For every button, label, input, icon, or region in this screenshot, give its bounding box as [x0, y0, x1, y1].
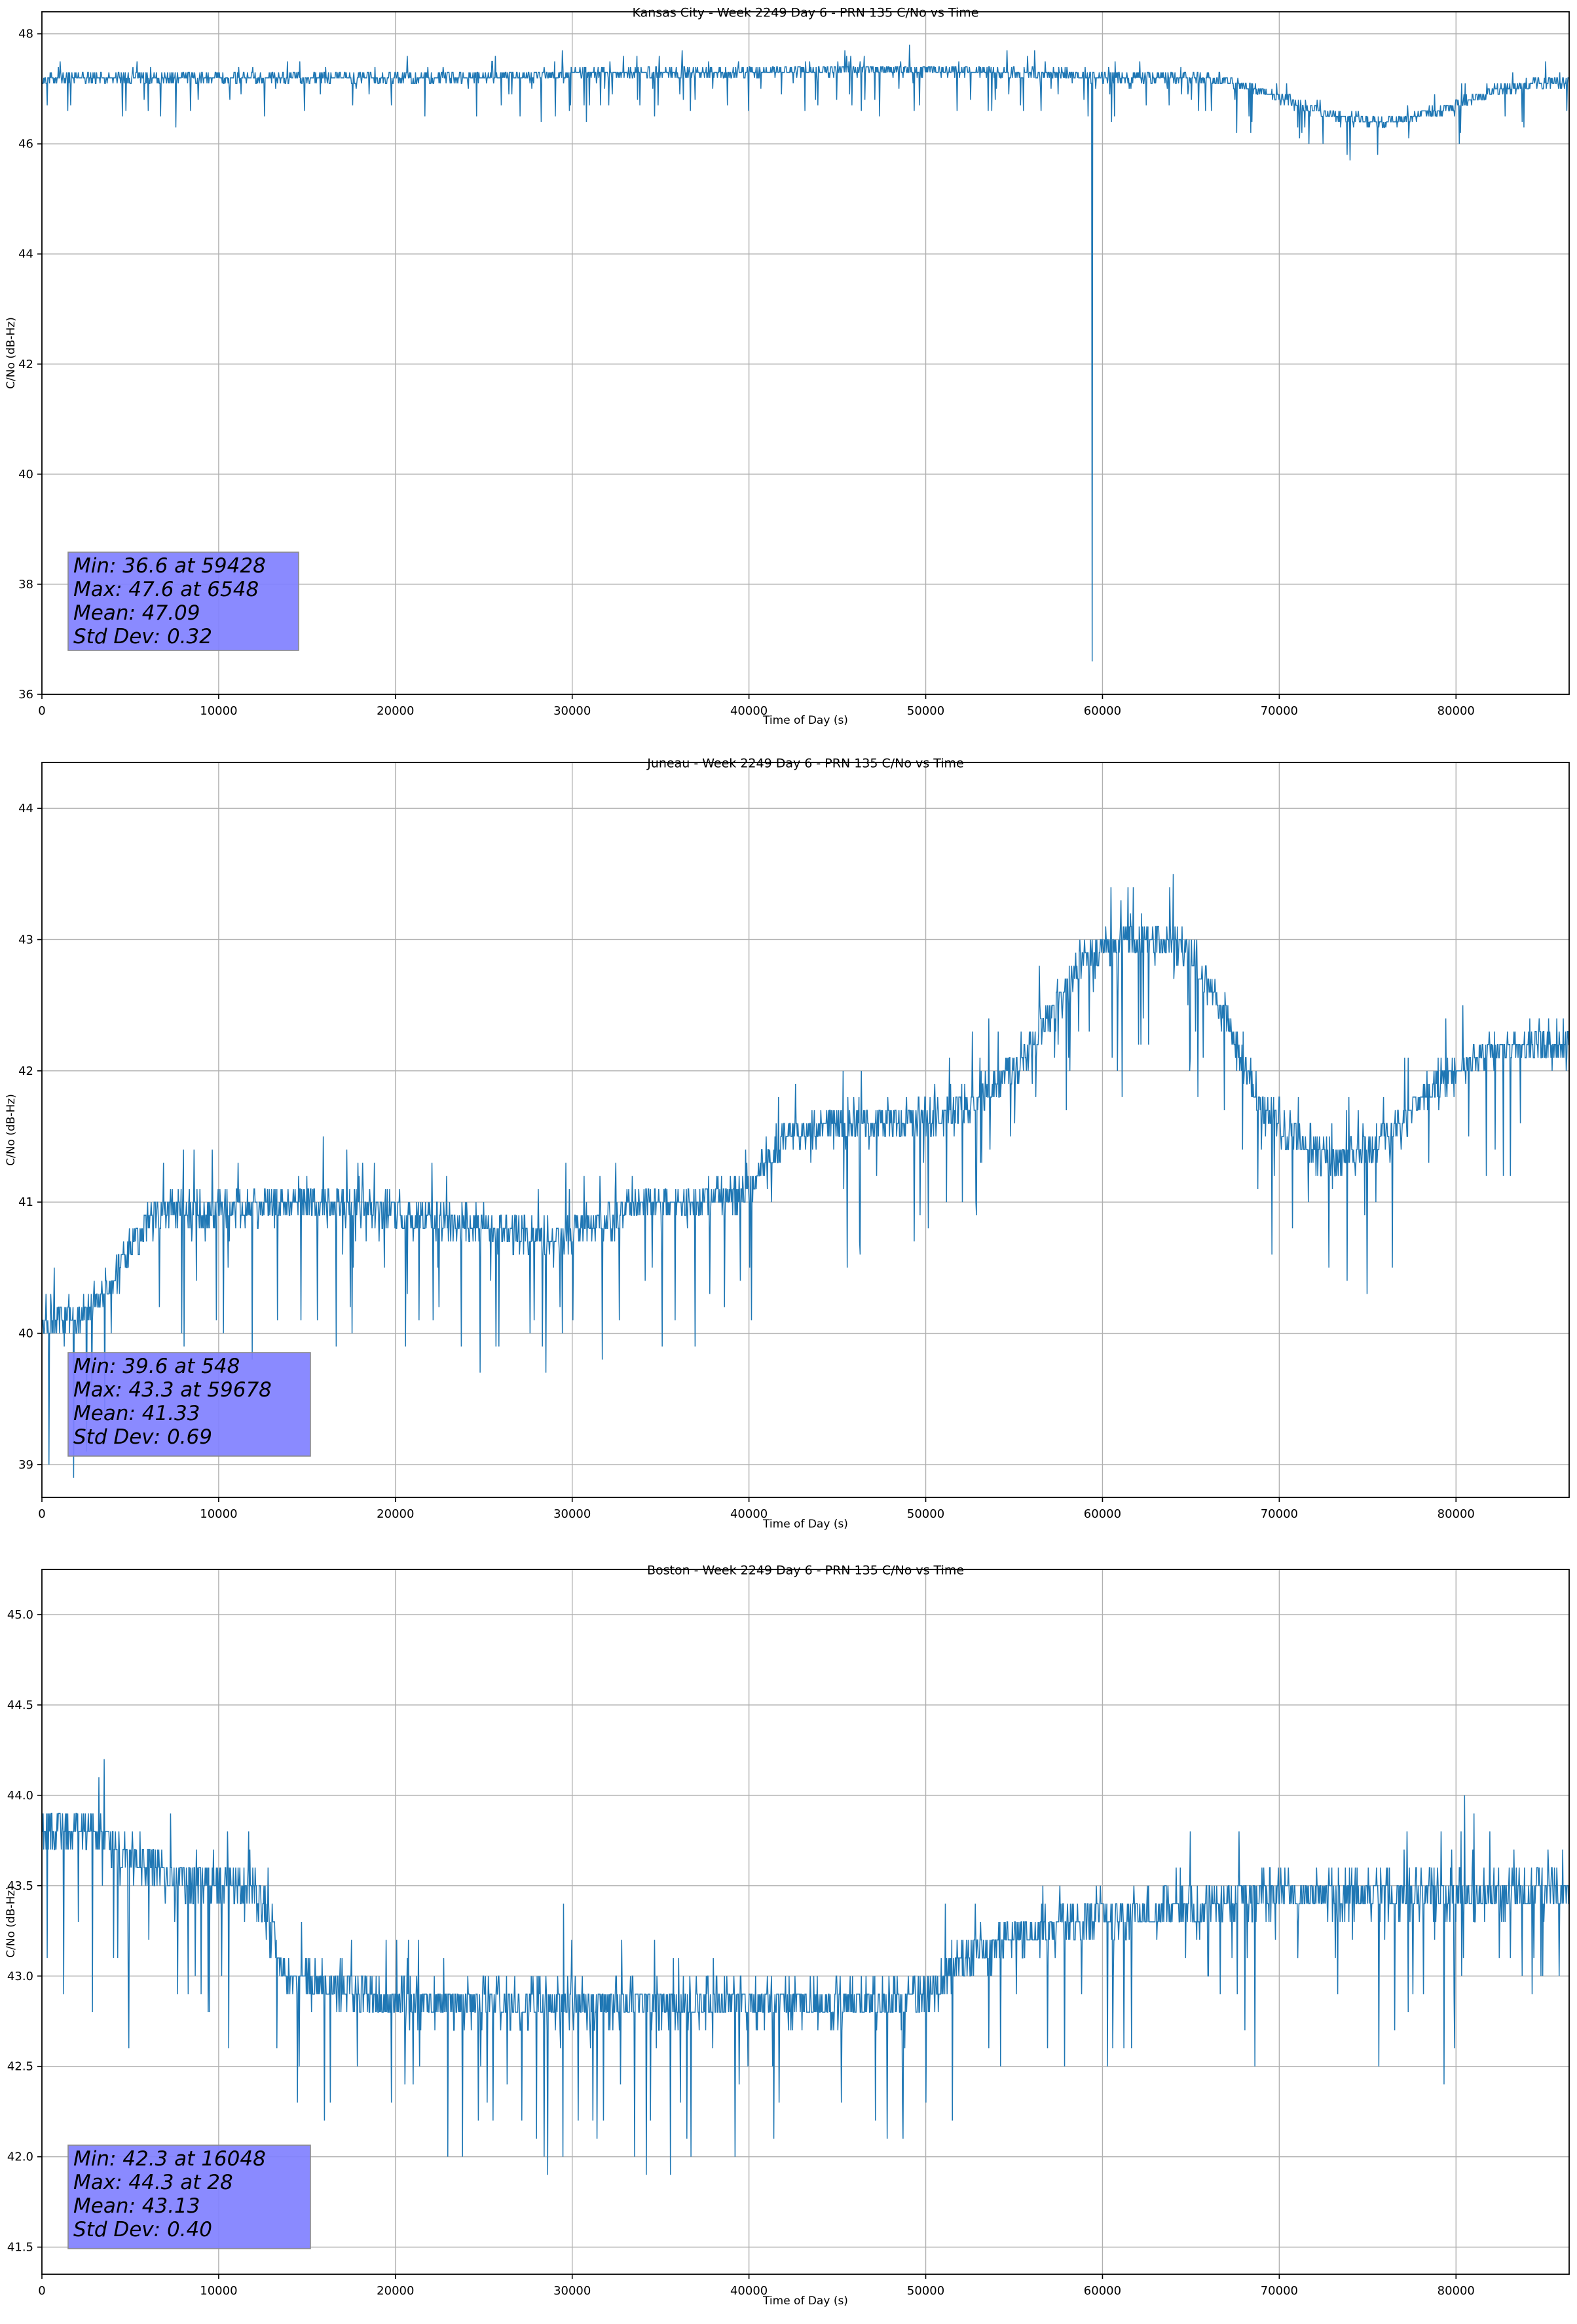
- stats-mean-label: Mean: 43.13: [73, 2194, 200, 2218]
- x-tick-label: 40000: [730, 1507, 768, 1521]
- chart-title: Boston - Week 2249 Day 6 - PRN 135 C/No …: [647, 1564, 964, 1578]
- x-tick-label: 20000: [377, 2284, 414, 2298]
- chart-panel-kansas-city: 0 10000 20000 30000 40000 50000 60000 70000 8000…: [0, 0, 1577, 739]
- y-tick-label: 42: [18, 1064, 33, 1078]
- chart-svg-kansas-city: 0 10000 20000 30000 40000 50000 60000 70000 8000…: [5, 6, 1570, 727]
- y-tick-label: 43: [18, 933, 33, 946]
- y-axis-label: C/No (dB-Hz): [5, 1094, 18, 1166]
- chart-panel-juneau: 0 10000 20000 30000 40000 50000 60000 70000 8000…: [0, 739, 1577, 1546]
- x-tick-label: 80000: [1438, 704, 1475, 718]
- data-series-line: [42, 1759, 1569, 2175]
- chart-title: Juneau - Week 2249 Day 6 - PRN 135 C/No …: [646, 757, 964, 771]
- stats-min-label: Min: 39.6 at 548: [73, 1355, 240, 1378]
- x-tick-label: 60000: [1084, 2284, 1121, 2298]
- x-tick-label: 50000: [907, 2284, 944, 2298]
- stats-mean-label: Mean: 47.09: [73, 601, 200, 625]
- y-axis-label: C/No (dB-Hz): [5, 1886, 18, 1958]
- stats-mean-label: Mean: 41.33: [73, 1402, 200, 1425]
- x-tick-label: 50000: [907, 704, 944, 718]
- stats-max-label: Max: 44.3 at 28: [73, 2171, 233, 2194]
- axis-ticks: 0 10000 20000 30000 40000 50000 60000 70000 8000…: [18, 802, 1475, 1521]
- stats-min-label: Min: 42.3 at 16048: [73, 2147, 266, 2171]
- x-tick-label: 10000: [200, 2284, 237, 2298]
- x-tick-label: 60000: [1084, 1507, 1121, 1521]
- y-tick-label: 48: [18, 28, 33, 41]
- y-tick-label: 44.0: [7, 1789, 33, 1803]
- stats-box: [67, 2145, 311, 2249]
- x-axis-label: Time of Day (s): [762, 714, 848, 727]
- x-tick-label: 80000: [1438, 2284, 1475, 2298]
- y-tick-label: 40: [18, 468, 33, 481]
- chart-svg-juneau: 0 10000 20000 30000 40000 50000 60000 70000 8000…: [5, 757, 1570, 1531]
- x-axis-label: Time of Day (s): [762, 1518, 848, 1531]
- stats-stddev-label: Std Dev: 0.32: [73, 625, 212, 648]
- y-tick-label: 42: [18, 358, 33, 371]
- x-tick-label: 60000: [1084, 704, 1121, 718]
- y-tick-label: 44: [18, 802, 33, 815]
- y-tick-label: 36: [18, 688, 33, 702]
- stats-max-label: Max: 43.3 at 59678: [73, 1378, 272, 1402]
- y-tick-label: 45.0: [7, 1608, 33, 1622]
- x-tick-label: 40000: [730, 704, 768, 718]
- x-tick-label: 50000: [907, 1507, 944, 1521]
- y-tick-label: 42.0: [7, 2150, 33, 2164]
- y-tick-label: 40: [18, 1327, 33, 1341]
- chart-svg-boston: 0 10000 20000 30000 40000 50000 60000 70000 8000…: [5, 1564, 1570, 2308]
- x-tick-label: 0: [38, 704, 45, 718]
- axis-ticks: 0 10000 20000 30000 40000 50000 60000 70000 8000…: [7, 1608, 1475, 2298]
- x-tick-label: 30000: [553, 704, 591, 718]
- x-tick-label: 10000: [200, 1507, 237, 1521]
- y-tick-label: 43.5: [7, 1879, 33, 1893]
- x-tick-label: 10000: [200, 704, 237, 718]
- x-tick-label: 30000: [553, 2284, 591, 2298]
- x-tick-label: 70000: [1261, 704, 1298, 718]
- y-tick-label: 46: [18, 138, 33, 151]
- chart-title: Kansas City - Week 2249 Day 6 - PRN 135 …: [633, 6, 979, 20]
- x-tick-label: 70000: [1261, 1507, 1298, 1521]
- axis-ticks: 0 10000 20000 30000 40000 50000 60000 70000 8000…: [18, 28, 1475, 718]
- data-series-line: [42, 45, 1569, 662]
- x-tick-label: 20000: [377, 1507, 414, 1521]
- y-tick-label: 41.5: [7, 2241, 33, 2255]
- stats-box: [67, 552, 299, 651]
- chart-panel-boston: 0 10000 20000 30000 40000 50000 60000 70000 8000…: [0, 1546, 1577, 2324]
- y-tick-label: 39: [18, 1458, 33, 1472]
- y-tick-label: 44.5: [7, 1698, 33, 1712]
- x-tick-label: 0: [38, 2284, 45, 2298]
- y-tick-label: 38: [18, 578, 33, 591]
- stats-max-label: Max: 47.6 at 6548: [73, 578, 259, 601]
- x-axis-label: Time of Day (s): [762, 2295, 848, 2308]
- y-axis-label: C/No (dB-Hz): [5, 317, 18, 389]
- x-tick-label: 40000: [730, 2284, 768, 2298]
- stats-stddev-label: Std Dev: 0.69: [73, 1425, 212, 1449]
- y-tick-label: 42.5: [7, 2060, 33, 2074]
- x-tick-label: 30000: [553, 1507, 591, 1521]
- axes-spines: [41, 11, 1570, 695]
- stats-min-label: Min: 36.6 at 59428: [73, 554, 266, 578]
- axes-spines: [41, 1569, 1570, 2275]
- x-tick-label: 70000: [1261, 2284, 1298, 2298]
- x-tick-label: 80000: [1438, 1507, 1475, 1521]
- stats-stddev-label: Std Dev: 0.40: [73, 2218, 212, 2241]
- grid-lines: [42, 12, 1569, 694]
- x-tick-label: 20000: [377, 704, 414, 718]
- y-tick-label: 43.0: [7, 1970, 33, 1983]
- stats-box: [67, 1352, 311, 1457]
- x-tick-label: 0: [38, 1507, 45, 1521]
- axes-spines: [41, 762, 1570, 1498]
- y-tick-label: 44: [18, 248, 33, 261]
- data-series-line: [41, 874, 1569, 1478]
- y-tick-label: 41: [18, 1195, 33, 1209]
